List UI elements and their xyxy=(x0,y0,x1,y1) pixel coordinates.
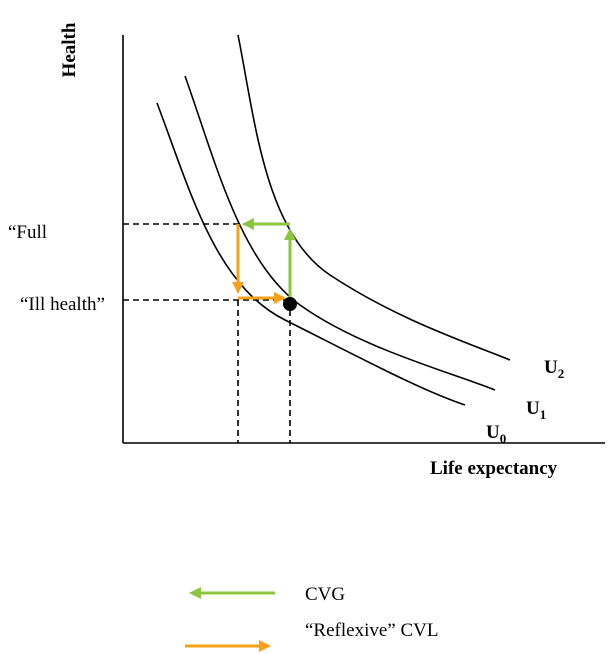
curve-subscript: 0 xyxy=(500,431,507,446)
curve-u2 xyxy=(237,34,511,361)
curve-u1 xyxy=(184,75,496,391)
curve-label: U1 xyxy=(526,398,546,422)
curve-letter: U xyxy=(544,357,558,378)
curve-subscript: 1 xyxy=(540,407,547,422)
level-label: “Full xyxy=(8,222,47,243)
x-axis-label: Life expectancy xyxy=(430,458,558,479)
curve-label: U2 xyxy=(544,357,564,381)
curve-letter: U xyxy=(486,422,500,443)
curve-subscript: 2 xyxy=(558,366,565,381)
curve-label: U0 xyxy=(486,422,506,446)
level-label: “Ill health” xyxy=(20,294,105,315)
y-axis-label: Health xyxy=(59,22,80,77)
legend-label: CVG xyxy=(305,584,345,605)
legend-label: “Reflexive” CVL xyxy=(305,620,438,641)
point xyxy=(283,297,297,311)
curve-letter: U xyxy=(526,398,540,419)
curve-u0 xyxy=(156,102,466,406)
